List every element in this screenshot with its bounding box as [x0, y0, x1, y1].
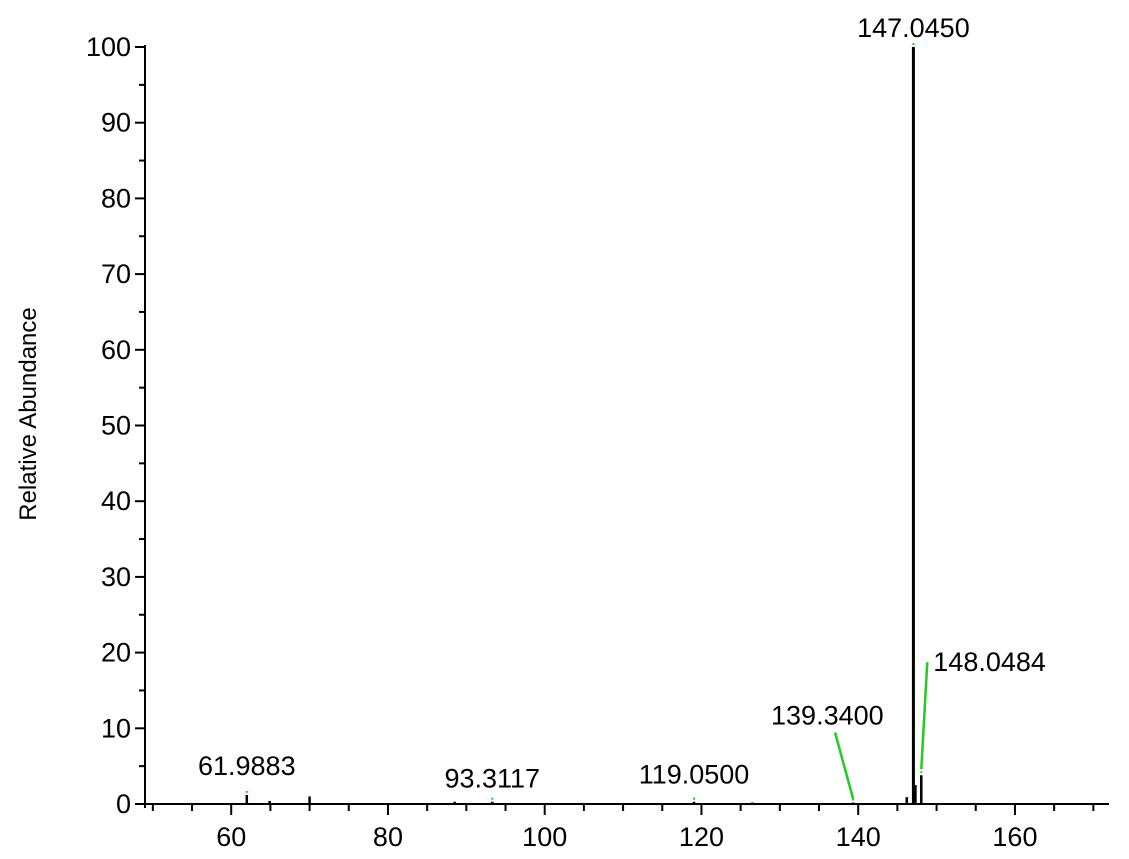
y-tick-label: 100 [86, 32, 131, 62]
annotations-group: 147.0450 148.0484 139.3400 119.0500 93.3117 6… [198, 13, 1046, 801]
leader-line [920, 662, 929, 770]
y-tick-label: 40 [101, 486, 131, 516]
y-tick-label: 50 [101, 411, 131, 441]
bars-group [245, 47, 923, 804]
peak-label: 147.0450 [857, 13, 970, 43]
peak-label: 148.0484 [933, 647, 1046, 677]
x-tick-label: 100 [522, 822, 567, 852]
y-tick-label: 30 [101, 562, 131, 592]
axes-group: 0 10 20 30 40 50 60 70 80 90 100 60 80 100 120 140 160 [86, 32, 1109, 852]
y-tick-label: 90 [101, 108, 131, 138]
peak-label: 93.3117 [444, 764, 540, 794]
peak-label: 139.3400 [771, 700, 884, 730]
x-tick-label: 60 [216, 822, 246, 852]
x-tick-label: 160 [992, 822, 1037, 852]
leader-line [833, 732, 855, 799]
x-tick-label: 80 [373, 822, 403, 852]
y-tick-label: 0 [116, 789, 131, 819]
y-tick-label: 70 [101, 259, 131, 289]
y-axis-title: Relative Abundance [15, 307, 42, 521]
peak-label: 61.9883 [198, 751, 296, 781]
y-tick-label: 80 [101, 183, 131, 213]
y-tick-label: 10 [101, 713, 131, 743]
y-tick-label: 20 [101, 638, 131, 668]
x-tick-label: 140 [836, 822, 881, 852]
x-tick-label: 120 [679, 822, 724, 852]
peak-label: 119.0500 [639, 760, 750, 790]
y-tick-label: 60 [101, 335, 131, 365]
